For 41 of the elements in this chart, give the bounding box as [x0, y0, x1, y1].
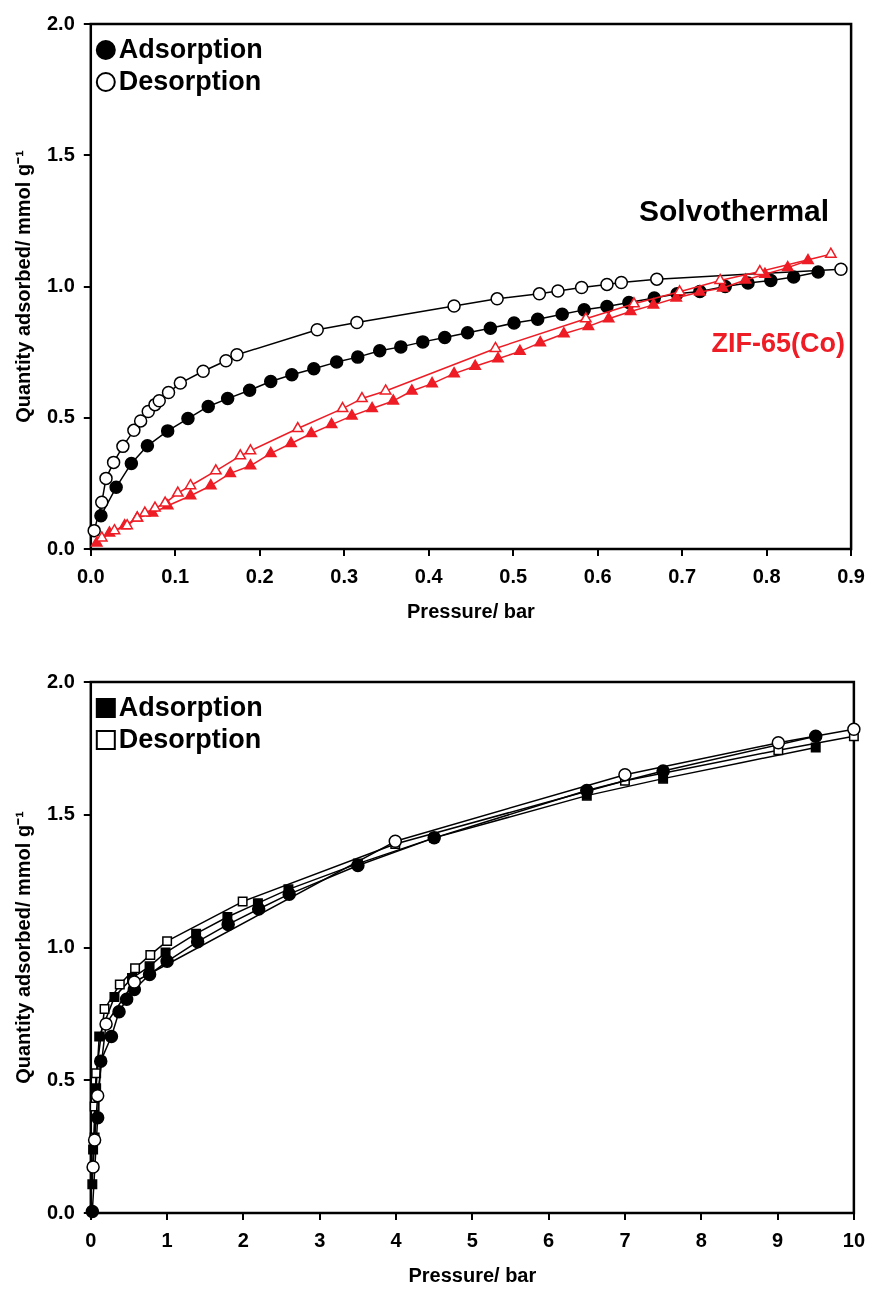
- legend-label: Desorption: [118, 66, 262, 97]
- y-tick-label: 0.0: [46, 536, 75, 559]
- annotation: ZIF-65(Co): [711, 327, 846, 358]
- y-tick-label: 1.0: [46, 274, 75, 297]
- x-tick-label: 0.3: [330, 564, 359, 587]
- y-axis-title: Quantity adsorbed/ mmol g⁻¹: [11, 810, 34, 1084]
- legend-label: Desorption: [118, 724, 262, 755]
- x-tick-label: 0.9: [837, 564, 865, 587]
- x-tick-label: 0: [85, 1228, 97, 1251]
- x-tick-label: 9: [772, 1228, 784, 1251]
- x-tick-label: 7: [619, 1228, 631, 1251]
- x-tick-label: 0.6: [583, 564, 612, 587]
- legend-label: Adsorption: [118, 34, 263, 65]
- x-axis-title: Pressure/ bar: [408, 1263, 537, 1286]
- x-tick-label: 3: [314, 1228, 326, 1251]
- x-tick-label: 6: [543, 1228, 555, 1251]
- x-tick-label: 0.2: [245, 564, 274, 587]
- legend-label: Adsorption: [118, 692, 263, 723]
- y-tick-label: 0.5: [46, 405, 75, 428]
- x-tick-label: 2: [237, 1228, 249, 1251]
- annotation: Solvothermal: [639, 194, 830, 228]
- x-tick-label: 0.8: [752, 564, 781, 587]
- x-tick-label: 10: [842, 1228, 865, 1251]
- x-tick-label: 1: [161, 1228, 173, 1251]
- y-tick-label: 2.0: [46, 669, 75, 692]
- y-tick-label: 1.5: [46, 142, 75, 165]
- y-tick-label: 1.5: [46, 802, 75, 825]
- y-tick-label: 1.0: [46, 935, 75, 958]
- x-tick-label: 8: [695, 1228, 707, 1251]
- y-tick-label: 0.5: [46, 1067, 75, 1090]
- x-tick-label: 0.4: [414, 564, 444, 587]
- x-axis-title: Pressure/ bar: [407, 599, 536, 622]
- x-tick-label: 0.0: [76, 564, 105, 587]
- x-tick-label: 4: [390, 1228, 403, 1251]
- x-tick-label: 0.1: [161, 564, 190, 587]
- y-tick-label: 0.0: [46, 1200, 75, 1223]
- x-tick-label: 0.5: [499, 564, 528, 587]
- y-tick-label: 2.0: [46, 11, 75, 34]
- x-tick-label: 5: [466, 1228, 478, 1251]
- y-axis-title: Quantity adsorbed/ mmol g⁻¹: [11, 149, 34, 423]
- x-tick-label: 0.7: [668, 564, 697, 587]
